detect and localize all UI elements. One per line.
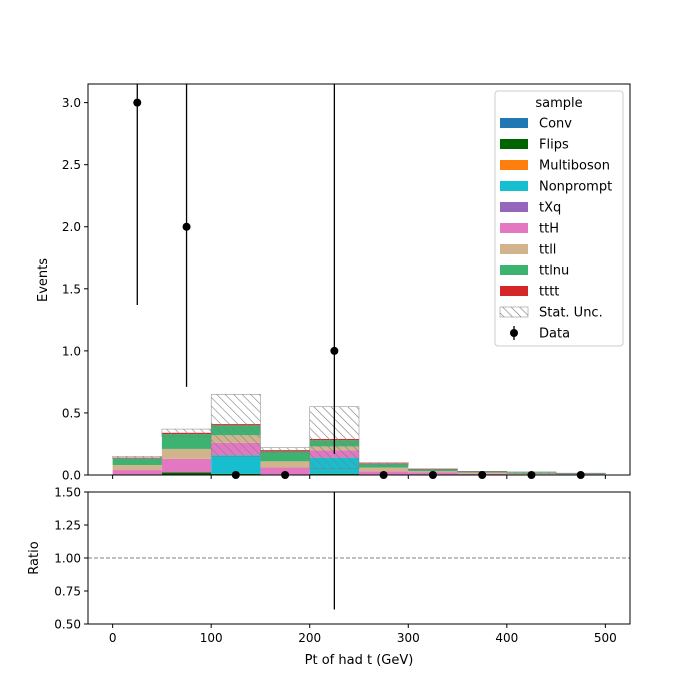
bar-ttll-bin-1 xyxy=(161,448,212,459)
y-tick-label-1: 0.5 xyxy=(62,406,81,420)
data-point-1 xyxy=(182,222,191,231)
legend-label-flips: Flips xyxy=(539,138,569,153)
ratio-y-axis-label: Ratio xyxy=(27,541,42,574)
bar-ttll-bin-3 xyxy=(260,461,310,468)
y-tick-label-6: 3.0 xyxy=(62,96,81,110)
y-axis-label: Events xyxy=(36,258,51,302)
stat-unc-band-bin-3 xyxy=(260,447,310,453)
legend-swatch-stat-unc xyxy=(499,306,529,318)
data-point-4 xyxy=(330,346,339,355)
data-points xyxy=(133,84,585,479)
bar-nonprompt-bin-2 xyxy=(211,455,261,474)
x-tick-label-2: 200 xyxy=(298,631,321,645)
bar-ttlnu-bin-5 xyxy=(359,463,409,468)
x-axis-ticks: 0 100 200 300 400 500 xyxy=(109,624,617,645)
legend-entries: Conv Flips Multiboson Nonprompt tXq ttH ttll tt… xyxy=(499,117,612,342)
legend-label-txq: tXq xyxy=(539,201,561,216)
legend-title: sample xyxy=(535,96,582,111)
bar-ttll-bin-0 xyxy=(112,465,162,471)
y-tick-label-3: 1.5 xyxy=(62,282,81,296)
stat-unc-band-bin-0 xyxy=(112,456,163,460)
y-axis-ticks: 0.0 0.5 1.0 1.5 2.0 2.5 3.0 xyxy=(62,96,88,483)
y-tick-label-2: 1.0 xyxy=(62,344,81,358)
legend-swatch-txq xyxy=(500,202,528,212)
legend-label-nonprompt: Nonprompt xyxy=(539,180,612,195)
legend-box xyxy=(494,90,624,347)
legend-swatch-tth xyxy=(500,223,528,233)
legend-swatch-multiboson xyxy=(500,160,528,170)
x-tick-label-0: 0 xyxy=(109,631,117,645)
legend-label-ttll: ttll xyxy=(539,243,556,258)
legend-label-conv: Conv xyxy=(539,117,572,132)
legend-swatch-ttll xyxy=(500,244,528,254)
y-tick-label-5: 2.5 xyxy=(62,158,81,172)
legend-swatch-conv xyxy=(500,118,528,128)
ratio-y-tick-label-1: 0.75 xyxy=(54,585,81,599)
legend: sample Conv Flips Multiboson Nonprompt tXq tt… xyxy=(494,90,624,347)
legend-label-ttlnu: ttlnu xyxy=(539,264,569,279)
stat-unc-band-bin-1 xyxy=(161,428,212,437)
ratio-y-tick-label-0: 0.50 xyxy=(54,618,81,632)
main-plot-frame xyxy=(87,83,631,476)
y-tick-label-0: 0.0 xyxy=(62,469,81,483)
legend-label-stat-unc: Stat. Unc. xyxy=(539,306,603,321)
legend-swatch-flips xyxy=(500,139,528,149)
ratio-y-tick-label-3: 1.25 xyxy=(54,519,81,533)
legend-label-multiboson: Multiboson xyxy=(539,159,610,174)
legend-label-data: Data xyxy=(539,327,570,342)
bar-tth-bin-1 xyxy=(161,458,212,473)
bar-flips-bin-4 xyxy=(309,473,359,475)
stat-unc-band-bin-6 xyxy=(408,468,458,471)
legend-swatch-tttt xyxy=(500,286,528,296)
data-point-0 xyxy=(133,98,142,107)
legend-label-tttt: tttt xyxy=(539,285,559,300)
bar-ttlnu-bin-0 xyxy=(112,458,162,466)
ratio-y-tick-label-2: 1.00 xyxy=(54,552,81,566)
legend-data-marker xyxy=(510,329,518,337)
x-tick-label-3: 300 xyxy=(397,631,420,645)
main-plot-panel: 0.0 0.5 1.0 1.5 2.0 2.5 3.0 Events xyxy=(36,83,631,483)
bar-ttlnu-bin-6 xyxy=(408,469,458,472)
x-axis-label: Pt of had t (GeV) xyxy=(305,653,414,668)
legend-swatch-nonprompt xyxy=(500,181,528,191)
legend-swatch-ttlnu xyxy=(500,265,528,275)
bar-tth-bin-0 xyxy=(112,470,162,475)
x-tick-label-5: 500 xyxy=(594,631,617,645)
bar-ttlnu-bin-3 xyxy=(260,451,310,462)
stat-unc-band-bin-5 xyxy=(358,462,409,466)
ratio-plot-panel: 0.50 0.75 1.00 1.25 1.50 0 100 200 300 400 500 Ra… xyxy=(27,486,631,668)
ratio-y-axis-ticks: 0.50 0.75 1.00 1.25 1.50 xyxy=(54,486,88,632)
ratio-y-tick-label-4: 1.50 xyxy=(54,486,81,500)
legend-label-tth: ttH xyxy=(539,222,559,237)
bar-flips-bin-1 xyxy=(161,472,212,475)
bar-ttlnu-bin-1 xyxy=(161,434,212,449)
bar-ttll-bin-5 xyxy=(359,467,409,472)
x-axis-ticks-main xyxy=(112,475,606,479)
stat-unc-band-bin-2 xyxy=(210,394,261,457)
x-tick-label-1: 100 xyxy=(200,631,223,645)
x-tick-label-4: 400 xyxy=(495,631,518,645)
ratio-plot-frame xyxy=(87,491,631,625)
y-tick-label-4: 2.0 xyxy=(62,220,81,234)
